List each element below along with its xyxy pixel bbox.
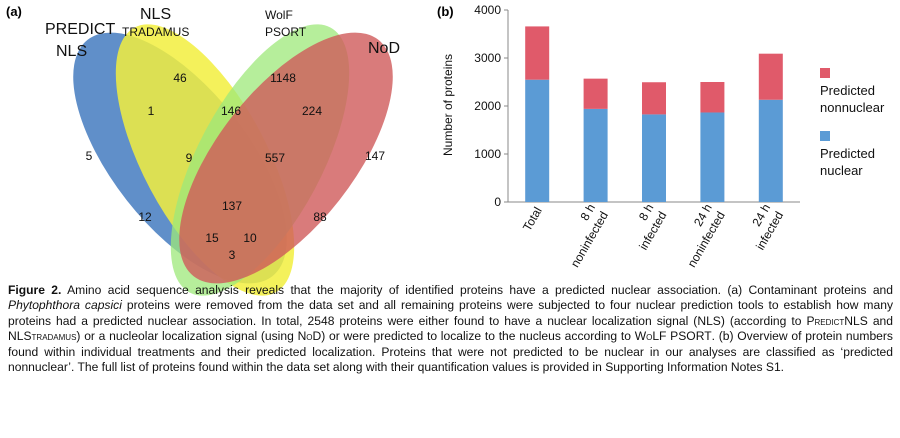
panel-b-label: (b) — [437, 4, 454, 19]
bar-segment — [758, 53, 783, 100]
panel-a-label: (a) — [6, 4, 22, 19]
caption-text-2: proteins were removed from the data set … — [8, 298, 893, 328]
x-tick-label: 24 hnoninfected — [672, 202, 728, 270]
venn-diagram — [73, 24, 393, 296]
label-nlstradamus-line2: TRADAMUS — [122, 25, 189, 39]
caption-title: Figure 2. — [8, 283, 62, 297]
y-axis-label: Number of proteins — [441, 54, 455, 156]
x-tick-label: 8 hinfected — [623, 202, 669, 253]
y-tick-label: 4000 — [474, 3, 501, 17]
bar-segment — [700, 112, 725, 202]
label-nod: NoD — [368, 40, 400, 57]
count-nls-nod: 88 — [313, 210, 327, 224]
label-nlstradamus-line1: NLS — [140, 6, 171, 23]
count-predict-only: 5 — [86, 149, 93, 163]
caption-tool-predictnls: PredictNLS — [806, 313, 868, 328]
x-tick-label: 24 hinfected — [740, 202, 786, 253]
count-predict-nod: 3 — [229, 248, 236, 262]
caption-text-1: Amino acid sequence analysis reveals tha… — [61, 283, 894, 297]
count-nls-only: 46 — [173, 71, 187, 85]
bar-segment — [642, 114, 666, 202]
caption-tool-nlstradamus: NLStradamus — [8, 329, 77, 344]
count-predict-wolf-nod: 15 — [205, 231, 219, 245]
count-nod-only: 147 — [365, 149, 385, 163]
count-nls-wolf-nod: 557 — [265, 151, 285, 165]
legend-label: nuclear — [820, 163, 863, 178]
legend-swatch — [820, 131, 830, 141]
legend-label: Predicted — [820, 83, 875, 98]
bar-segment — [700, 82, 725, 113]
count-predict-nls-wolf: 9 — [186, 151, 193, 165]
bar-segment — [525, 26, 550, 80]
legend-label: Predicted — [820, 146, 875, 161]
count-all-four: 137 — [222, 199, 242, 213]
caption-text-6: . (b) Overview of protein numbers found … — [8, 329, 893, 375]
label-predictnls-line1: PREDICT — [45, 21, 115, 38]
caption-tool-wolfpsort: WoLF PSORT — [634, 329, 712, 344]
venn-set-nod — [179, 32, 393, 284]
bar-segment — [583, 78, 608, 109]
legend-label: nonnuclear — [820, 100, 885, 115]
y-tick-label: 3000 — [474, 51, 501, 65]
y-tick-label: 2000 — [474, 99, 501, 113]
bar-segment — [583, 108, 608, 202]
legend-swatch — [820, 68, 830, 78]
caption-species: Phytophthora capsici — [8, 298, 122, 313]
stacked-bar-chart: 0 1000 2000 3000 4000 Total 8 hnoninfected 8 hi… — [474, 3, 885, 270]
bar-segment — [525, 79, 550, 202]
count-predict-wolf: 12 — [138, 210, 152, 224]
label-wolfpsort-line2: PSORT — [265, 25, 307, 39]
bar-segment — [642, 82, 666, 115]
caption-text-3: and — [867, 313, 893, 328]
bar-segment — [758, 99, 783, 202]
caption-text-4: ) or a nucleolar localization signal (us… — [76, 329, 298, 344]
count-wolf-nod: 224 — [302, 104, 322, 118]
label-predictnls-line2: NLS — [56, 43, 87, 60]
count-wolf-only: 1148 — [270, 71, 296, 85]
figure-caption: Figure 2. Amino acid sequence analysis r… — [8, 283, 893, 375]
x-tick-label: 8 hnoninfected — [555, 202, 611, 270]
caption-tool-nod: NoD — [297, 329, 322, 344]
x-tick-label-line: Total — [520, 205, 545, 234]
x-tick-label: Total — [520, 205, 545, 234]
y-tick-label: 0 — [494, 195, 501, 209]
label-wolfpsort-line1: WolF — [265, 8, 293, 22]
caption-text-5: ) or were predicted to localize to the n… — [321, 329, 635, 344]
y-tick-label: 1000 — [474, 147, 501, 161]
count-predict-nls-nod: 10 — [243, 231, 257, 245]
count-nls-wolf: 146 — [221, 104, 241, 118]
count-predict-nls: 1 — [148, 104, 155, 118]
